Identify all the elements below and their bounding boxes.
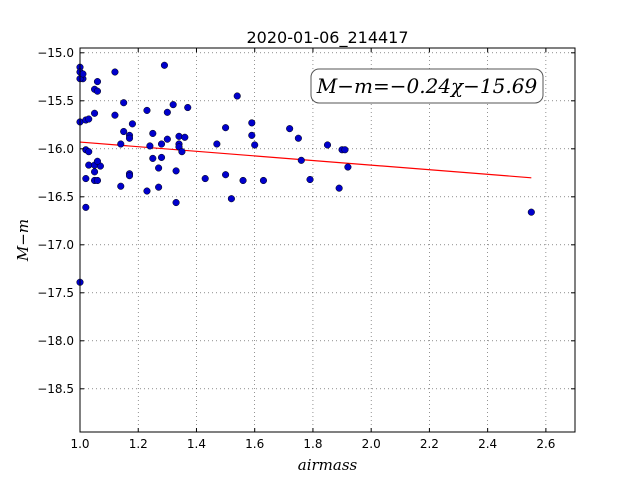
y-tick-label: −18.0 xyxy=(37,334,74,348)
x-tick-label: 1.8 xyxy=(303,437,322,451)
data-point xyxy=(125,172,134,180)
data-point xyxy=(82,175,90,183)
data-point xyxy=(297,156,305,164)
data-point xyxy=(111,68,119,76)
data-point xyxy=(93,78,102,86)
x-tick-label: 1.0 xyxy=(70,437,89,451)
data-point xyxy=(146,142,154,150)
fit-line-layer xyxy=(79,141,532,179)
data-point xyxy=(163,108,171,116)
data-point xyxy=(248,119,256,127)
y-tick-label: −16.0 xyxy=(37,142,74,156)
data-point xyxy=(93,157,102,165)
data-point xyxy=(85,148,93,156)
y-axis-label: M−m xyxy=(14,219,32,262)
data-point xyxy=(175,132,183,140)
data-point xyxy=(79,70,87,78)
data-point xyxy=(306,175,314,184)
data-point xyxy=(294,134,302,142)
data-point xyxy=(248,131,256,139)
x-axis-label: airmass xyxy=(298,456,358,474)
data-point xyxy=(323,141,332,149)
data-point xyxy=(527,208,535,216)
data-point xyxy=(222,171,230,179)
data-point xyxy=(125,134,134,142)
data-point xyxy=(93,87,102,95)
data-point xyxy=(155,164,163,172)
data-point xyxy=(251,141,259,149)
data-point xyxy=(143,187,151,195)
y-tick-label: −16.5 xyxy=(37,190,74,204)
chart-title: 2020-01-06_214417 xyxy=(246,28,408,48)
x-tick-label: 2.4 xyxy=(478,437,497,451)
data-point xyxy=(184,103,192,112)
data-point xyxy=(155,183,163,191)
data-point xyxy=(91,168,99,176)
data-point xyxy=(91,109,99,117)
x-tick-label: 1.6 xyxy=(245,437,264,451)
data-point xyxy=(149,129,157,137)
data-point xyxy=(227,195,235,203)
y-tick-label: −17.0 xyxy=(37,238,74,252)
fit-equation: M−m=−0.24χ−15.69 xyxy=(316,74,538,98)
x-tick-label: 2.0 xyxy=(362,437,381,451)
fit-line xyxy=(79,141,532,179)
plot-frame xyxy=(79,47,576,433)
data-point xyxy=(286,125,294,133)
x-tick-label: 2.2 xyxy=(420,437,439,451)
fit-annotation-box: M−m=−0.24χ−15.69 xyxy=(310,68,544,104)
data-point xyxy=(259,176,267,185)
data-point xyxy=(233,92,241,100)
data-point xyxy=(117,182,125,190)
y-tick-label: −17.5 xyxy=(37,286,74,300)
data-point xyxy=(120,99,128,107)
data-point xyxy=(157,153,166,161)
data-point xyxy=(213,140,221,148)
data-point xyxy=(160,61,168,69)
data-point xyxy=(239,176,247,185)
data-point xyxy=(82,203,90,211)
data-point xyxy=(335,184,343,192)
x-tick-label: 1.2 xyxy=(129,437,148,451)
data-point xyxy=(178,148,186,156)
annotation-frame xyxy=(310,68,544,104)
data-point xyxy=(169,101,177,109)
data-point xyxy=(341,146,349,154)
y-tick-label: −15.5 xyxy=(37,94,74,108)
data-point xyxy=(201,175,209,183)
data-point xyxy=(172,199,180,207)
x-tick-label: 1.4 xyxy=(187,437,206,451)
y-tick-label: −18.5 xyxy=(37,382,74,396)
data-point xyxy=(163,135,171,143)
data-point xyxy=(111,111,119,119)
data-point xyxy=(149,154,157,162)
data-point xyxy=(172,167,180,175)
data-point xyxy=(222,124,230,132)
data-point xyxy=(157,140,166,148)
points-layer xyxy=(76,61,535,286)
data-point xyxy=(120,127,128,136)
data-point xyxy=(85,115,93,123)
data-point xyxy=(117,140,125,148)
y-tick-label: −15.0 xyxy=(37,46,74,60)
data-point xyxy=(181,133,189,141)
data-point xyxy=(344,163,352,171)
data-point xyxy=(128,120,136,128)
data-point xyxy=(143,106,151,114)
x-tick-label: 2.6 xyxy=(536,437,555,451)
axis-ticks: 1.0 1.2 1.4 1.6 1.8 2.0 2.2 2.4 2.6 −15.0 −15.5 −16… xyxy=(37,46,575,451)
data-point xyxy=(93,176,102,185)
